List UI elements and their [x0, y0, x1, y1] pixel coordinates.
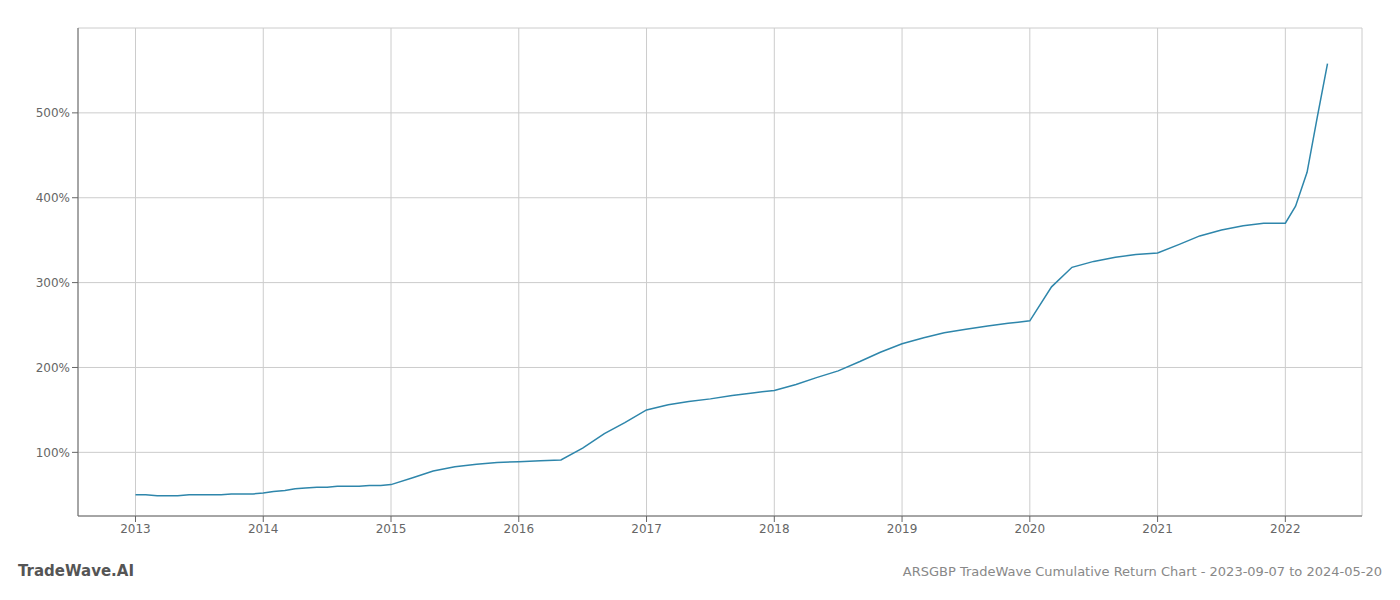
svg-text:2019: 2019 — [887, 522, 918, 536]
svg-text:300%: 300% — [36, 276, 70, 290]
svg-text:2017: 2017 — [631, 522, 662, 536]
svg-text:2015: 2015 — [376, 522, 407, 536]
svg-text:2013: 2013 — [120, 522, 151, 536]
svg-text:2022: 2022 — [1270, 522, 1301, 536]
html-text:ARSGBP TradeWave Cumulative Re: ARSGBP TradeWave Cumulative Return Chart… — [902, 563, 1382, 579]
svg-text:2014: 2014 — [248, 522, 279, 536]
svg-text:2020: 2020 — [1015, 522, 1046, 536]
svg-text:2016: 2016 — [504, 522, 535, 536]
svg-text:500%: 500% — [36, 106, 70, 120]
svg-text:400%: 400% — [36, 191, 70, 205]
svg-text:2018: 2018 — [759, 522, 790, 536]
svg-text:100%: 100% — [36, 446, 70, 460]
html-text:TradeWave.AI: TradeWave.AI — [18, 562, 134, 580]
svg-text:2021: 2021 — [1142, 522, 1173, 536]
svg-text:200%: 200% — [36, 361, 70, 375]
